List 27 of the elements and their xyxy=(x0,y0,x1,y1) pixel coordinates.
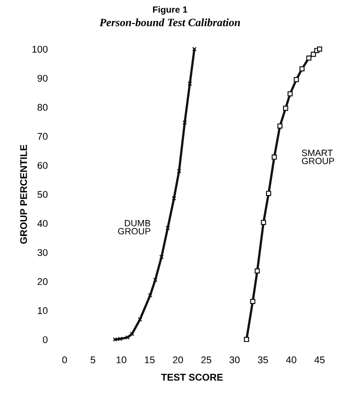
y-tick-label: 90 xyxy=(38,74,48,82)
x-tick-label: 0 xyxy=(62,356,67,364)
x-tick-label: 35 xyxy=(258,356,268,364)
x-tick-label: 40 xyxy=(286,356,296,364)
y-tick-label: 30 xyxy=(37,249,48,256)
series-label: DUMB GROUP xyxy=(118,220,150,234)
x-axis-title: TEST SCORE xyxy=(161,374,223,381)
y-tick-label: 60 xyxy=(38,162,48,169)
x-tick-label: 25 xyxy=(201,356,212,364)
x-tick-label: 15 xyxy=(144,356,155,364)
y-tick-label: 10 xyxy=(38,307,48,314)
chart-subtitle: Person-bound Test Calibration xyxy=(100,18,240,26)
y-tick-label: 20 xyxy=(38,278,48,286)
y-tick-label: 50 xyxy=(38,191,48,198)
y-tick-label: 80 xyxy=(38,104,48,111)
x-tick-label: 45 xyxy=(314,356,325,364)
chart-title: Figure 1 xyxy=(153,6,188,15)
y-tick-label: 40 xyxy=(37,220,48,227)
y-axis-title: GROUP PERCENTILE xyxy=(20,144,28,244)
x-tick-label: 10 xyxy=(116,356,126,364)
x-tick-label: 5 xyxy=(90,356,96,364)
text: SMART GROUP xyxy=(302,150,334,164)
y-tick-label: 70 xyxy=(38,132,48,140)
y-tick-label: 0 xyxy=(42,336,48,344)
x-tick-label: 20 xyxy=(173,356,183,364)
x-tick-label: 30 xyxy=(230,356,240,364)
y-tick-label: 100 xyxy=(32,46,48,53)
